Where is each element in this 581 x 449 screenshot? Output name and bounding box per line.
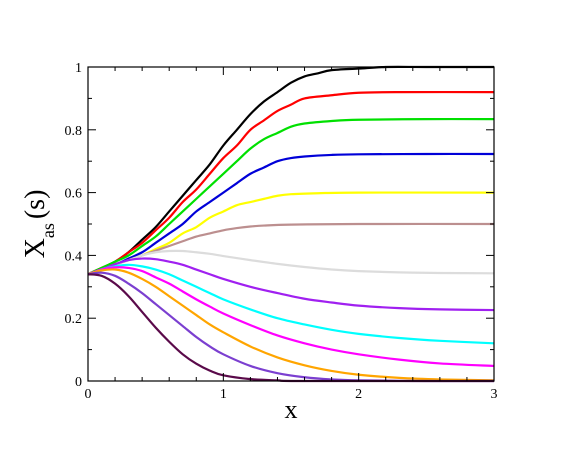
series-line-4 [87, 152, 495, 276]
series-line-10 [87, 266, 495, 368]
series-line-2 [87, 90, 495, 276]
x-tick-label: 3 [491, 387, 498, 402]
x-tick-label: 0 [85, 387, 92, 402]
labels-layer: 0 1 2 3 0 0.2 0.4 0.6 0.8 1 [65, 61, 498, 402]
series-line-1 [87, 65, 494, 276]
series-line-3 [87, 117, 495, 276]
y-tick-label: 0 [75, 375, 82, 390]
y-tick-label: 0.2 [65, 312, 83, 327]
x-tick-label: 2 [355, 387, 362, 402]
x-axis-title: x [285, 395, 298, 424]
y-tick-label: 1 [75, 61, 82, 76]
series-line-12 [87, 271, 495, 383]
series-line-9 [87, 263, 495, 345]
y-tick-label: 0.6 [65, 187, 83, 202]
y-axis-title-main: X [20, 238, 51, 258]
x-tick-label: 1 [220, 387, 227, 402]
y-tick-label: 0.8 [65, 124, 83, 139]
y-tick-label: 0.4 [65, 249, 83, 264]
series-line-8 [87, 257, 495, 312]
y-axis-title: Xas (s) [20, 190, 58, 259]
y-axis-title-tail: (s) [20, 190, 51, 220]
series-line-7 [87, 249, 495, 276]
ticks-layer [87, 66, 495, 382]
series-line-13 [87, 273, 495, 383]
series-layer [87, 65, 495, 383]
y-axis-title-sub: as [38, 223, 58, 238]
